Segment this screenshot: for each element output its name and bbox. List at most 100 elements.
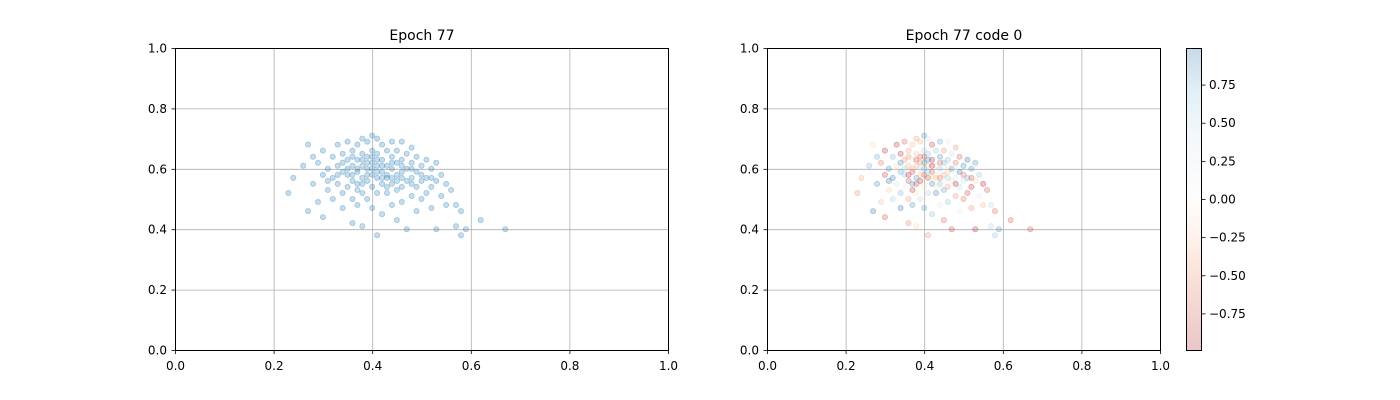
data-point <box>354 165 361 172</box>
data-point <box>940 159 947 166</box>
data-point <box>956 208 963 215</box>
data-point <box>972 159 979 166</box>
data-point <box>940 217 947 224</box>
data-point <box>932 171 939 178</box>
data-point <box>359 174 366 181</box>
data-point <box>952 159 959 166</box>
data-point <box>339 159 346 166</box>
data-point <box>917 171 924 178</box>
data-point <box>929 162 936 169</box>
data-point <box>388 138 395 145</box>
data-point <box>477 217 484 224</box>
data-point <box>960 171 967 178</box>
data-point <box>952 165 959 172</box>
data-point <box>364 177 371 184</box>
colorbar-tick-label: 0.50 <box>1209 116 1236 130</box>
data-point <box>952 192 959 199</box>
data-point <box>423 174 430 181</box>
data-point <box>324 165 331 172</box>
data-point <box>393 217 400 224</box>
data-point <box>334 171 341 178</box>
data-point <box>905 147 912 154</box>
data-point <box>388 202 395 209</box>
data-point <box>433 159 440 166</box>
data-point <box>344 156 351 163</box>
data-point <box>968 205 975 212</box>
data-point <box>995 226 1002 233</box>
data-point <box>897 159 904 166</box>
data-point <box>897 205 904 212</box>
data-point <box>324 186 331 193</box>
data-point <box>398 138 405 145</box>
data-point <box>905 162 912 169</box>
x-tick-label: 0.4 <box>363 359 382 373</box>
y-tick-label: 0.6 <box>148 162 167 176</box>
data-point <box>408 192 415 199</box>
data-point <box>374 156 381 163</box>
data-point <box>314 159 321 166</box>
data-point <box>944 183 951 190</box>
data-point <box>956 183 963 190</box>
data-point <box>457 232 464 239</box>
data-point <box>874 180 881 187</box>
data-point <box>1007 217 1014 224</box>
data-point <box>901 156 908 163</box>
data-point <box>374 150 381 157</box>
y-axis-ticks: 0.0 0.2 0.4 0.6 0.8 1.0 <box>740 42 768 358</box>
data-point <box>929 141 936 148</box>
x-tick-label: 0.8 <box>1072 359 1091 373</box>
x-tick-label: 0.4 <box>915 359 934 373</box>
colorbar-tick-label: 0.75 <box>1209 78 1236 92</box>
data-point <box>921 205 928 212</box>
data-point <box>374 162 381 169</box>
data-point <box>936 159 943 166</box>
data-point <box>905 177 912 184</box>
data-point <box>383 171 390 178</box>
data-point <box>866 162 873 169</box>
data-point <box>344 183 351 190</box>
data-point <box>349 220 356 227</box>
data-point <box>285 189 292 196</box>
data-point <box>398 183 405 190</box>
data-point <box>889 153 896 160</box>
x-tick-label: 0.2 <box>265 359 284 373</box>
data-point <box>952 174 959 181</box>
y-tick-label: 1.0 <box>740 42 759 56</box>
x-tick-label: 0.2 <box>837 359 856 373</box>
data-point <box>339 205 346 212</box>
data-point <box>929 180 936 187</box>
data-point <box>364 159 371 166</box>
data-point <box>909 168 916 175</box>
data-point <box>290 174 297 181</box>
data-point <box>393 171 400 178</box>
data-point <box>423 189 430 196</box>
data-point <box>913 174 920 181</box>
data-point <box>413 153 420 160</box>
data-point <box>972 226 979 233</box>
x-tick-label: 0.6 <box>994 359 1013 373</box>
data-point <box>344 138 351 145</box>
data-point <box>921 153 928 160</box>
data-point <box>453 202 460 209</box>
data-point <box>334 162 341 169</box>
data-point <box>388 174 395 181</box>
data-point <box>369 132 376 139</box>
chart-title: Epoch 77 code 0 <box>906 28 1023 44</box>
data-point <box>398 162 405 169</box>
data-point <box>349 171 356 178</box>
data-point <box>932 147 939 154</box>
data-point <box>374 189 381 196</box>
data-point <box>980 202 987 209</box>
x-axis-ticks: 0.0 0.2 0.4 0.6 0.8 1.0 <box>758 350 1170 373</box>
data-point <box>925 174 932 181</box>
data-point <box>369 165 376 172</box>
data-point <box>901 171 908 178</box>
data-point <box>968 183 975 190</box>
data-point <box>885 186 892 193</box>
data-point <box>428 205 435 212</box>
data-point <box>913 180 920 187</box>
data-point <box>870 141 877 148</box>
data-points <box>285 132 509 239</box>
data-point <box>948 165 955 172</box>
data-point <box>403 177 410 184</box>
